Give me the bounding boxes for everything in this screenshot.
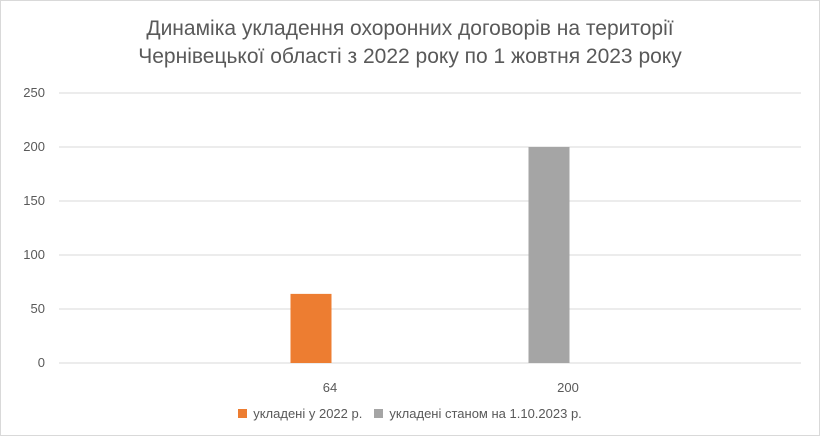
legend-item-2023: укладені станом на 1.10.2023 р. — [374, 406, 582, 421]
legend-label-2022: укладені у 2022 р. — [253, 406, 363, 421]
x-tick-label-200: 200 — [557, 380, 579, 395]
chart-title-line-1: Динаміка укладення охоронних договорів н… — [146, 17, 674, 40]
y-tick-label-250: 250 — [23, 85, 45, 100]
bar-series0-64 — [290, 293, 332, 363]
legend-swatch-2023 — [374, 409, 384, 418]
y-tick-label-0: 0 — [38, 355, 45, 370]
y-tick-label-50: 50 — [31, 301, 45, 316]
legend: укладені у 2022 р. укладені станом на 1.… — [1, 406, 819, 421]
legend-label-2023: укладені станом на 1.10.2023 р. — [389, 406, 582, 421]
legend-swatch-2022 — [238, 409, 248, 418]
y-tick-label-100: 100 — [23, 247, 45, 262]
legend-item-2022: укладені у 2022 р. — [238, 406, 362, 421]
chart-title: Динаміка укладення охоронних договорів н… — [1, 15, 819, 71]
bar-series1-200 — [528, 147, 570, 363]
y-tick-label-150: 150 — [23, 193, 45, 208]
chart-title-line-2: Чернівецької області з 2022 року по 1 жо… — [138, 45, 682, 68]
x-tick-label-64: 64 — [323, 380, 337, 395]
y-tick-label-200: 200 — [23, 139, 45, 154]
